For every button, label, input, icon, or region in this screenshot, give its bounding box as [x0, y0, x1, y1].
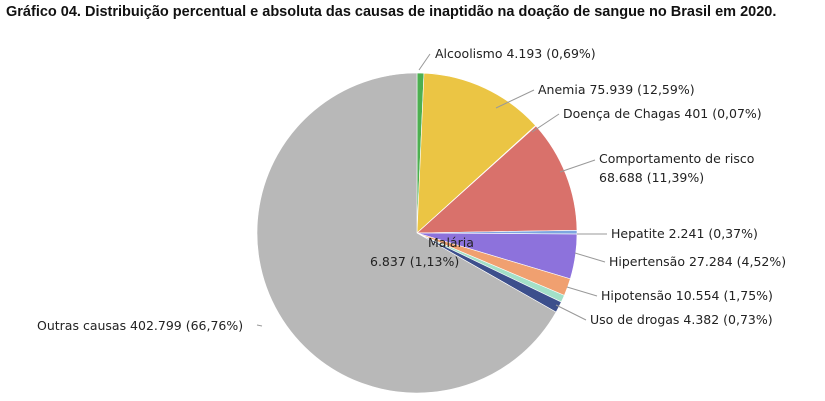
leader-line-alcoolismo: [418, 53, 431, 71]
data-label-comportamento-de-risco: Comportamento de risco 68.688 (11,39%): [599, 151, 754, 185]
pie-slice-outras-causas: [256, 72, 557, 394]
data-label-anemia: Anemia 75.939 (12,59%): [538, 82, 695, 97]
chart-title: Gráfico 04. Distribuição percentual e ab…: [6, 4, 777, 20]
leader-line-uso-de-drogas: [555, 304, 587, 321]
pie-slice-anemia: [416, 72, 536, 234]
leader-line-doença-de-chagas: [531, 113, 560, 133]
data-label-alcoolismo: Alcoolismo 4.193 (0,69%): [435, 46, 596, 61]
data-label-hepatite: Hepatite 2.241 (0,37%): [611, 226, 758, 241]
leader-line-comportamento-de-risco: [559, 159, 596, 173]
leader-line-anemia: [495, 89, 535, 109]
data-label-outras-causas: Outras causas 402.799 (66,76%): [37, 318, 243, 333]
pie-slice-comportamento-de-risco: [416, 125, 578, 234]
leader-line-hipotensão: [566, 286, 598, 297]
leader-line-hipertensão: [574, 252, 606, 263]
data-label-uso-de-drogas: Uso de drogas 4.382 (0,73%): [590, 312, 773, 327]
data-label-malária: Malária 6.837 (1,13%): [370, 235, 474, 269]
data-label-hipotensão: Hipotensão 10.554 (1,75%): [601, 288, 773, 303]
leader-line-outras-causas: [256, 324, 263, 327]
data-label-hipertensão: Hipertensão 27.284 (4,52%): [609, 254, 786, 269]
data-label-doença-de-chagas: Doença de Chagas 401 (0,07%): [563, 106, 762, 121]
